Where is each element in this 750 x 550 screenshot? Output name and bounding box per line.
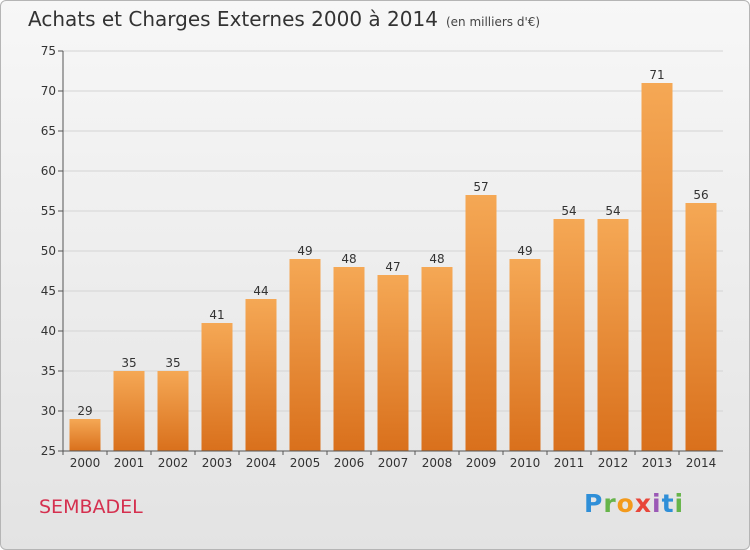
data-label: 35	[165, 356, 180, 370]
bar	[597, 219, 629, 451]
commune-name: SEMBADEL	[39, 496, 143, 518]
bar	[201, 323, 233, 451]
bar	[641, 83, 673, 451]
logo-letter: i	[674, 489, 685, 518]
y-tick-label: 40	[41, 324, 56, 338]
x-tick-label: 2000	[70, 456, 101, 470]
logo-letter: o	[616, 489, 635, 518]
x-tick-label: 2010	[510, 456, 541, 470]
y-tick-label: 55	[41, 204, 56, 218]
bar	[333, 267, 365, 451]
x-tick-label: 2012	[598, 456, 629, 470]
bar	[509, 259, 541, 451]
logo-letter: P	[584, 489, 604, 518]
logo-letter: i	[652, 489, 662, 518]
y-tick-label: 35	[41, 364, 56, 378]
bar	[245, 299, 277, 451]
y-tick-label: 45	[41, 284, 56, 298]
data-label: 35	[121, 356, 136, 370]
data-label: 48	[341, 252, 356, 266]
data-label: 56	[693, 188, 708, 202]
y-tick-label: 65	[41, 124, 56, 138]
data-label: 54	[605, 204, 620, 218]
labels: 25 30 35 40 45 50 55 60 65 70 75 29 2000 35 2001 35 2002…	[41, 44, 717, 470]
y-tick-label: 25	[41, 444, 56, 458]
bars	[69, 83, 717, 451]
bar	[685, 203, 717, 451]
data-label: 71	[649, 68, 664, 82]
chart-subtitle: (en milliers d'€)	[445, 15, 541, 29]
bar	[553, 219, 585, 451]
data-label: 47	[385, 260, 400, 274]
y-tick-label: 75	[41, 44, 56, 58]
x-tick-label: 2014	[686, 456, 717, 470]
x-tick-label: 2001	[114, 456, 145, 470]
bar	[465, 195, 497, 451]
data-label: 29	[77, 404, 92, 418]
logo-letter: r	[603, 489, 617, 518]
x-tick-label: 2009	[466, 456, 497, 470]
bar	[157, 371, 189, 451]
bar	[113, 371, 145, 451]
x-tick-label: 2007	[378, 456, 409, 470]
x-tick-label: 2003	[202, 456, 233, 470]
bar	[69, 419, 101, 451]
y-tick-label: 60	[41, 164, 56, 178]
data-label: 49	[297, 244, 312, 258]
data-label: 48	[429, 252, 444, 266]
x-tick-label: 2006	[334, 456, 365, 470]
x-tick-label: 2011	[554, 456, 585, 470]
proxiti-logo[interactable]: Proxiti	[584, 489, 684, 518]
x-tick-label: 2002	[158, 456, 189, 470]
data-label: 57	[473, 180, 488, 194]
x-tick-label: 2008	[422, 456, 453, 470]
data-label: 49	[517, 244, 532, 258]
data-label: 54	[561, 204, 576, 218]
y-tick-label: 70	[41, 84, 56, 98]
chart-title-text: Achats et Charges Externes 2000 à 2014	[28, 7, 438, 31]
y-tick-label: 50	[41, 244, 56, 258]
y-tick-label: 30	[41, 404, 56, 418]
logo-letter: t	[661, 489, 675, 518]
x-tick-label: 2004	[246, 456, 277, 470]
bar	[289, 259, 321, 451]
bar	[377, 275, 409, 451]
data-label: 41	[209, 308, 224, 322]
axes	[58, 50, 723, 455]
data-label: 44	[253, 284, 268, 298]
x-tick-label: 2013	[642, 456, 673, 470]
bar	[421, 267, 453, 451]
x-tick-label: 2005	[290, 456, 321, 470]
logo-letter: x	[634, 489, 652, 518]
chart-title: Achats et Charges Externes 2000 à 2014 (e…	[28, 7, 540, 31]
